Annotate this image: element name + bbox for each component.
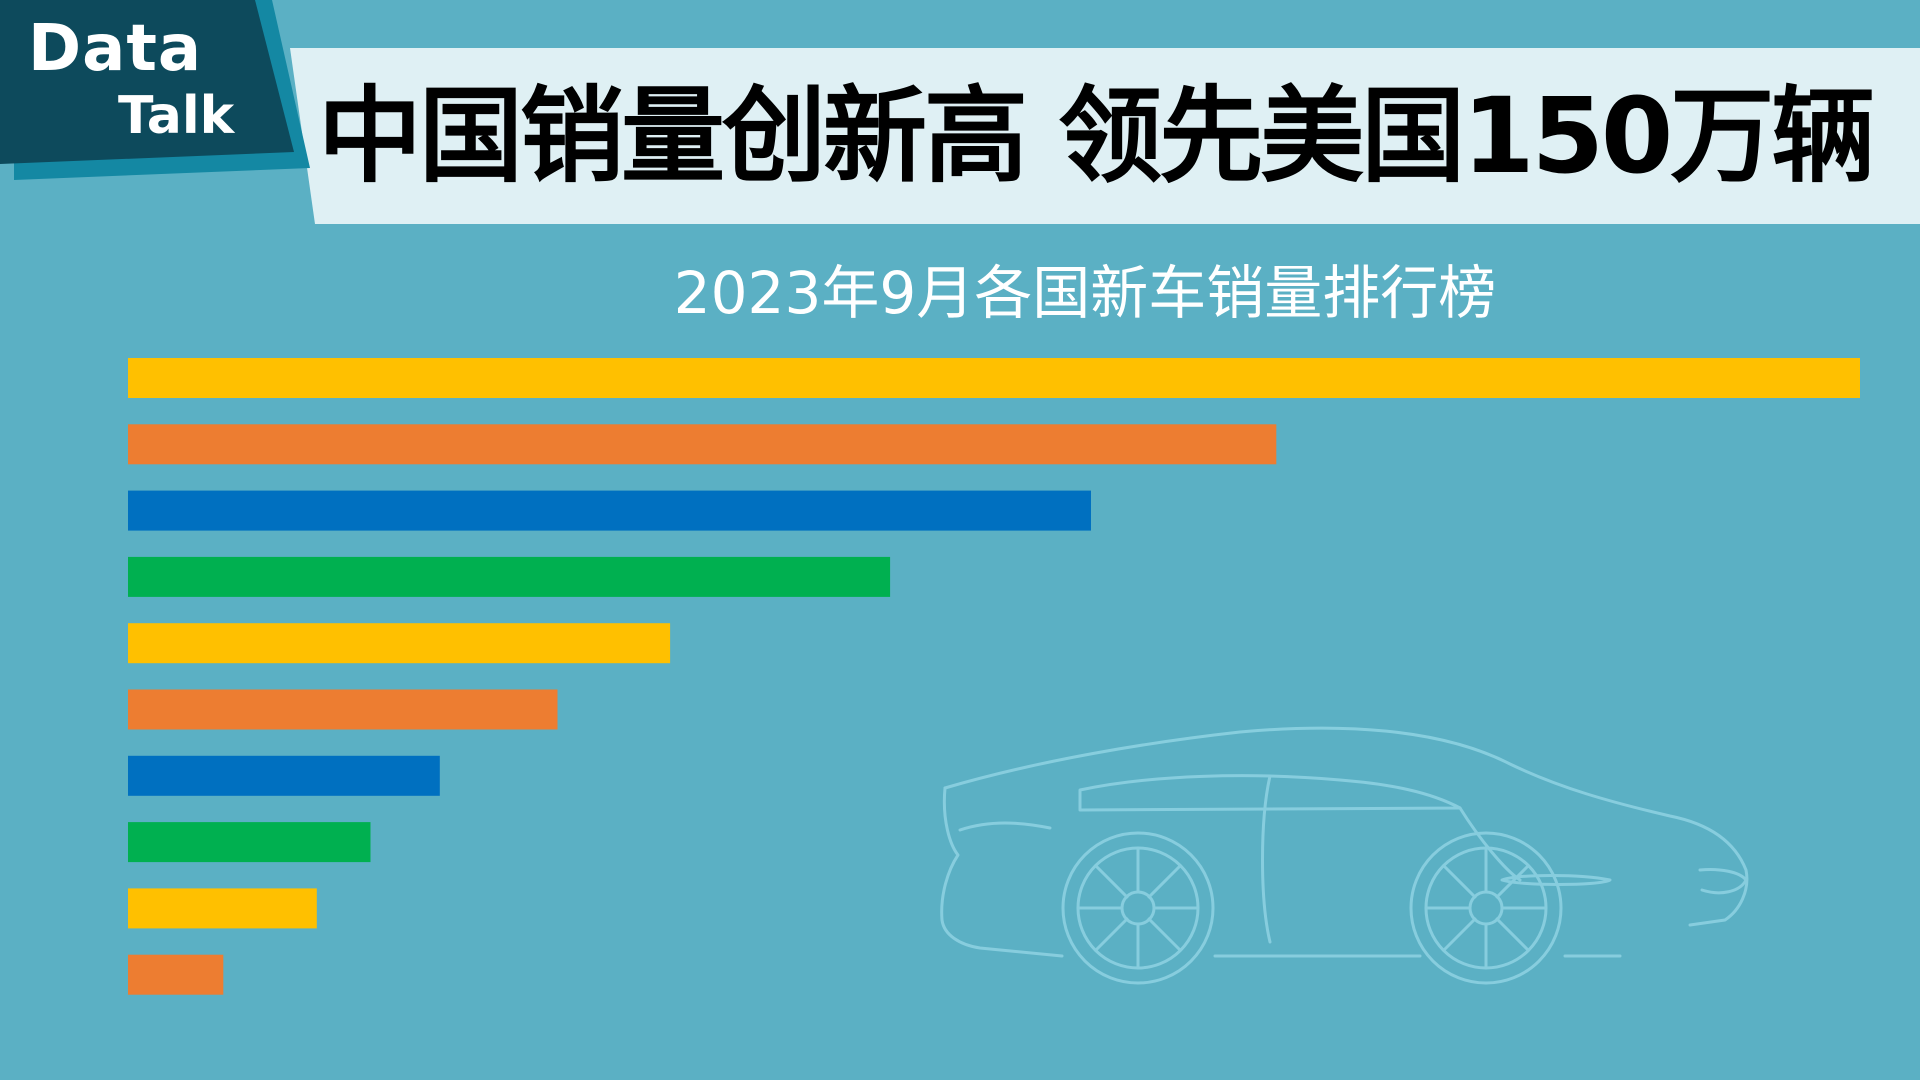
bar-2: [128, 424, 1277, 465]
title-banner-background: [290, 48, 1920, 224]
logo-badge: [0, 0, 294, 164]
logo-data-text: Data: [28, 12, 203, 86]
bar-4: [128, 556, 891, 597]
title-banner: [0, 0, 1920, 224]
logo-talk-text: Talk: [118, 86, 235, 146]
page-title: 中国销量创新高 领先美国150万辆: [318, 75, 1875, 197]
chart-title: 2023年9月各国新车销量排行榜: [673, 259, 1497, 327]
bar-9: [128, 888, 317, 929]
bar-3: [128, 490, 1091, 531]
bar-7: [128, 755, 440, 796]
bar-6: [128, 689, 558, 730]
bar-5: [128, 623, 671, 664]
bar-8: [128, 822, 371, 863]
bar-1: [128, 358, 1860, 398]
bar-10: [128, 954, 224, 995]
sports-car-outline-icon: [940, 726, 1749, 985]
